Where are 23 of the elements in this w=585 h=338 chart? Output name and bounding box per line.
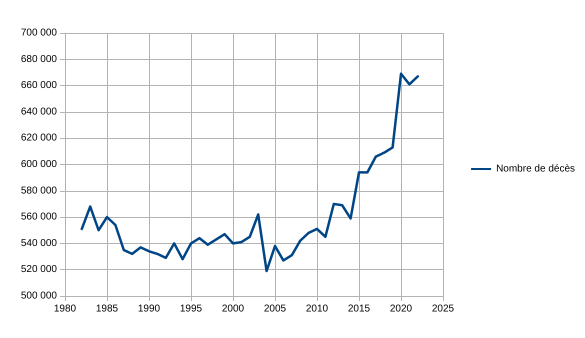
x-tick-label: 2015	[348, 304, 371, 314]
x-tick-label: 1995	[180, 304, 203, 314]
x-tick-label: 1985	[96, 304, 119, 314]
line-series	[80, 72, 420, 272]
y-tick-label: 680 000	[20, 54, 58, 65]
x-tick-label: 1990	[138, 304, 161, 314]
y-tick-label: 600 000	[20, 159, 58, 170]
y-tick-label: 500 000	[20, 290, 58, 302]
y-tick-label: 580 000	[20, 185, 58, 196]
x-tick-label: 2020	[390, 304, 413, 314]
x-tick-label: 1980	[54, 304, 77, 314]
y-tick-label: 660 000	[20, 80, 58, 92]
x-tick-label: 2025	[432, 304, 455, 314]
y-tick-label: 700 000	[20, 28, 58, 38]
x-tick-label: 2005	[264, 304, 287, 314]
y-tick-label: 560 000	[20, 212, 58, 223]
x-tick-label: 2010	[306, 304, 329, 314]
x-tick-label: 2000	[222, 304, 245, 314]
y-tick-label: 520 000	[20, 264, 58, 276]
y-tick-label: 640 000	[20, 106, 58, 118]
y-tick-label: 540 000	[20, 238, 58, 249]
y-tick-label: 620 000	[20, 132, 58, 144]
legend-label: Nombre de décès	[496, 164, 576, 174]
